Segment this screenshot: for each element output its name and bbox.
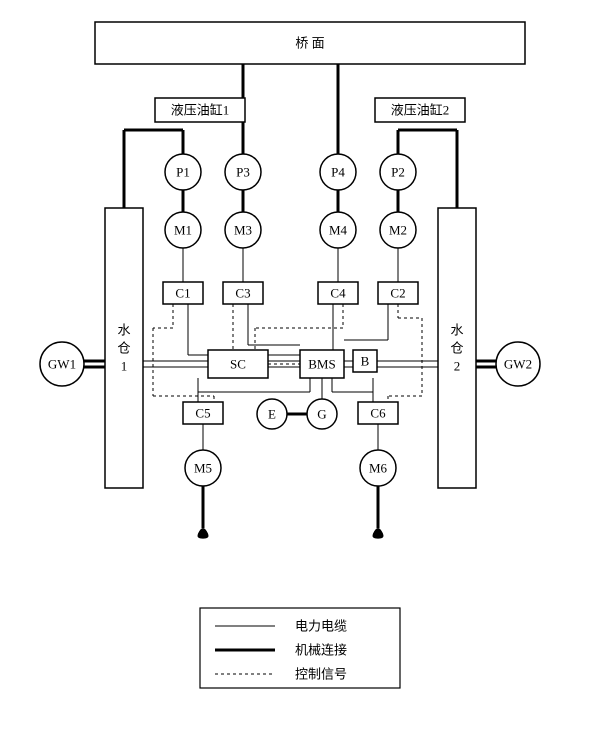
legend-label: 机械连接 xyxy=(295,643,347,658)
C3-label: C3 xyxy=(235,286,250,301)
M3-label: M3 xyxy=(234,223,252,238)
P2-label: P2 xyxy=(391,165,405,180)
M4-label: M4 xyxy=(329,223,348,238)
P1-label: P1 xyxy=(176,165,190,180)
P4-label: P4 xyxy=(331,165,345,180)
M2-label: M2 xyxy=(389,223,407,238)
bridge-label: 桥 面 xyxy=(295,36,324,51)
GW1-label: GW1 xyxy=(48,357,76,372)
legend-label: 电力电缆 xyxy=(295,619,347,634)
M5-label: M5 xyxy=(194,461,212,476)
C2-label: C2 xyxy=(390,286,405,301)
tank1-label: 仓 xyxy=(117,341,130,356)
propeller-icon xyxy=(198,528,209,539)
tank2-label: 仓 xyxy=(450,341,463,356)
BMS-label: BMS xyxy=(308,357,335,372)
diagram-canvas: 桥 面液压油缸1液压油缸2C1C3C4C2SCBMSBC5C6水仓1水仓2P1P… xyxy=(0,0,604,733)
C5-label: C5 xyxy=(195,406,210,421)
hy1-label: 液压油缸1 xyxy=(171,103,230,118)
GW2-label: GW2 xyxy=(504,357,532,372)
E-label: E xyxy=(268,407,276,422)
hy2-label: 液压油缸2 xyxy=(391,103,450,118)
tank1-label: 水 xyxy=(117,323,130,338)
tank2-label: 2 xyxy=(454,359,461,374)
C6-label: C6 xyxy=(370,406,386,421)
tank1-label: 1 xyxy=(121,359,128,374)
C1-label: C1 xyxy=(175,286,190,301)
tank2-label: 水 xyxy=(450,323,463,338)
C4-label: C4 xyxy=(330,286,346,301)
M1-label: M1 xyxy=(174,223,192,238)
B-label: B xyxy=(361,354,370,369)
P3-label: P3 xyxy=(236,165,250,180)
M6-label: M6 xyxy=(369,461,388,476)
G-label: G xyxy=(317,407,326,422)
legend-label: 控制信号 xyxy=(295,667,347,682)
SC-label: SC xyxy=(230,357,246,372)
propeller-icon xyxy=(373,528,384,539)
